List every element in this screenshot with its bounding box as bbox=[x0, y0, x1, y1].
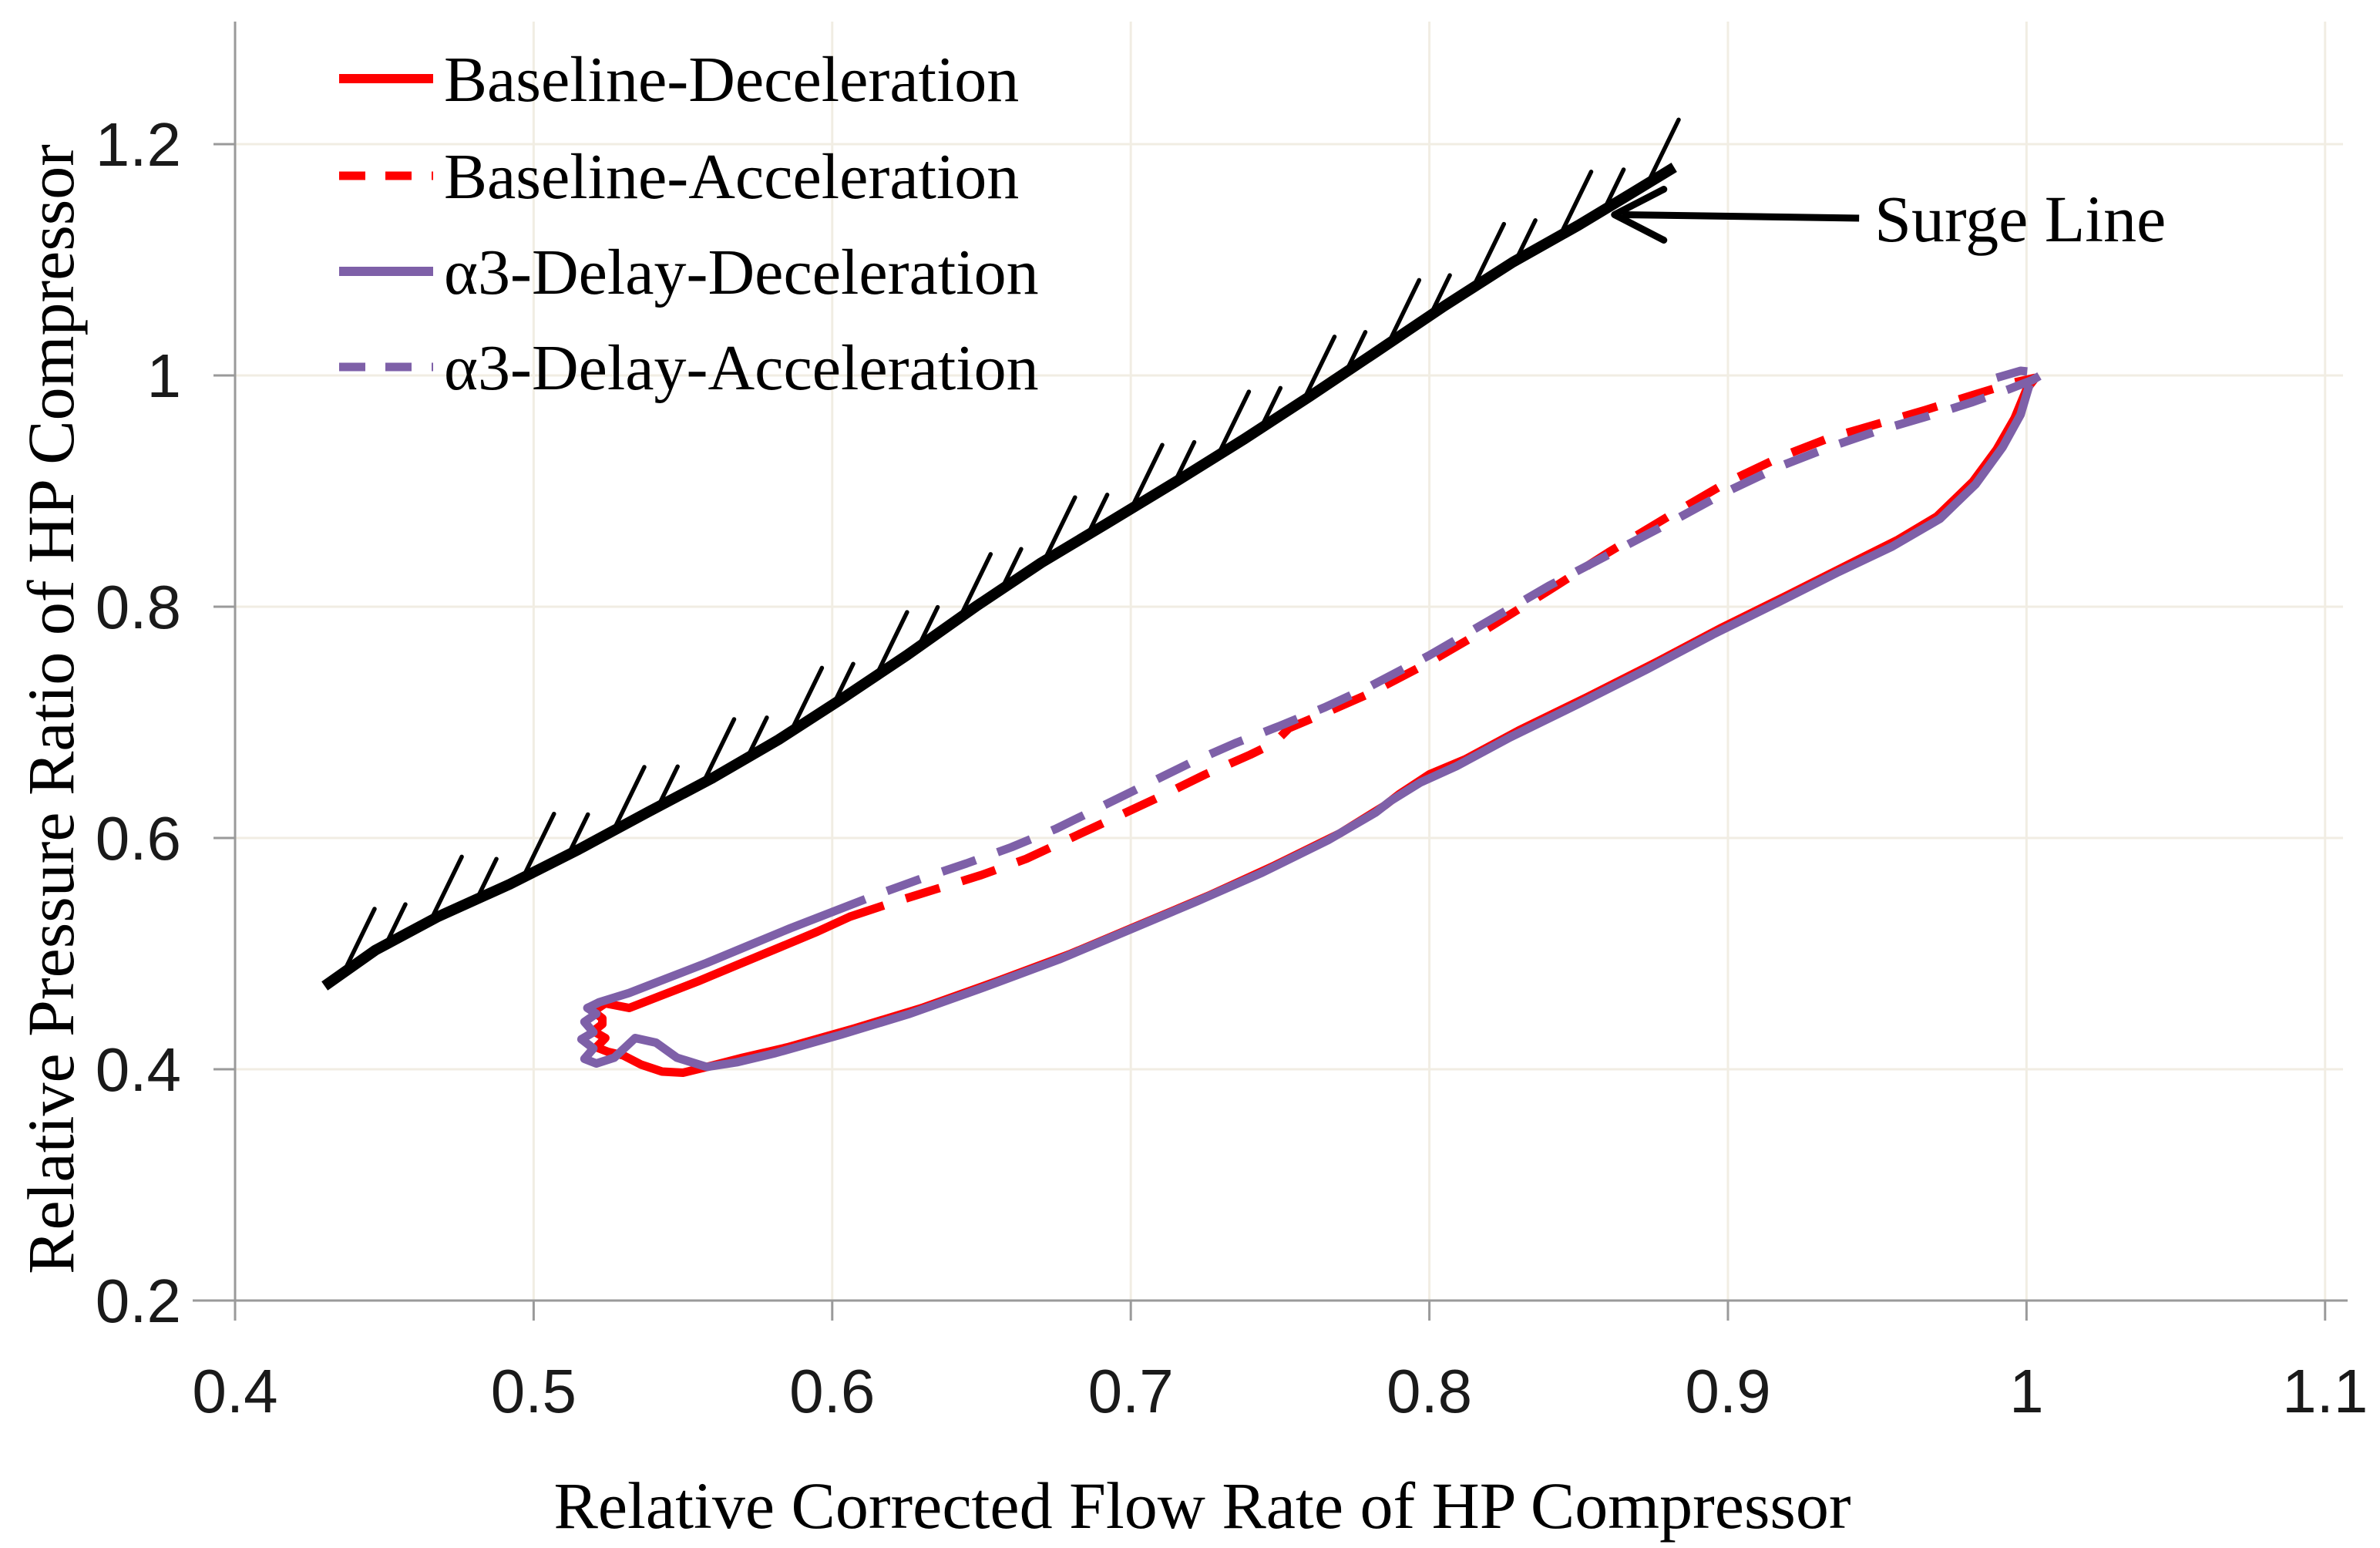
series--3-delay-acceleration-lead bbox=[595, 907, 837, 1007]
series-baseline-acceleration bbox=[849, 373, 2037, 921]
y-tick-label-0.4: 0.4 bbox=[96, 1035, 181, 1104]
series--3-delay-deceleration bbox=[577, 383, 2034, 1072]
x-axis-title: Relative Corrected Flow Rate of HP Compr… bbox=[553, 1469, 1851, 1543]
x-tick-label-0.5: 0.5 bbox=[491, 1357, 577, 1425]
y-tick-label-0.8: 0.8 bbox=[96, 573, 181, 641]
x-tick-label-1: 1 bbox=[2009, 1357, 2044, 1425]
series-surge-line bbox=[321, 163, 1677, 991]
surge-line-arrowhead-icon bbox=[1611, 186, 1668, 244]
x-tick-label-0.9: 0.9 bbox=[1685, 1357, 1770, 1425]
x-tick-label-0.4: 0.4 bbox=[192, 1357, 277, 1425]
y-axis-title: Relative Pressure Ratio of HP Compressor bbox=[14, 144, 88, 1274]
x-tick-label-1.1: 1.1 bbox=[2282, 1357, 2368, 1425]
y-tick-label-1: 1 bbox=[147, 342, 182, 410]
series-baseline-acceleration-lead bbox=[589, 912, 855, 1023]
x-tick-label-0.6: 0.6 bbox=[789, 1357, 875, 1425]
series--3-delay-acceleration bbox=[830, 366, 2049, 917]
legend-label--3-delay-acceleration: α3-Delay-Acceleration bbox=[444, 332, 1039, 404]
legend-label-baseline-acceleration: Baseline-Acceleration bbox=[444, 141, 1019, 213]
x-tick-label-0.7: 0.7 bbox=[1088, 1357, 1174, 1425]
y-tick-label-0.6: 0.6 bbox=[96, 804, 181, 873]
surge-line-annotation: Surge Line bbox=[1874, 182, 2166, 256]
y-tick-label-1.2: 1.2 bbox=[96, 110, 181, 179]
legend-label--3-delay-deceleration: α3-Delay-Deceleration bbox=[444, 237, 1039, 308]
legend-label-baseline-deceleration: Baseline-Deceleration bbox=[444, 44, 1019, 116]
x-tick-label-0.8: 0.8 bbox=[1387, 1357, 1472, 1425]
y-tick-label-0.2: 0.2 bbox=[96, 1267, 181, 1335]
surge-line-arrow-shaft bbox=[1622, 211, 1860, 222]
surge-line-hatch-marks bbox=[341, 117, 1681, 975]
